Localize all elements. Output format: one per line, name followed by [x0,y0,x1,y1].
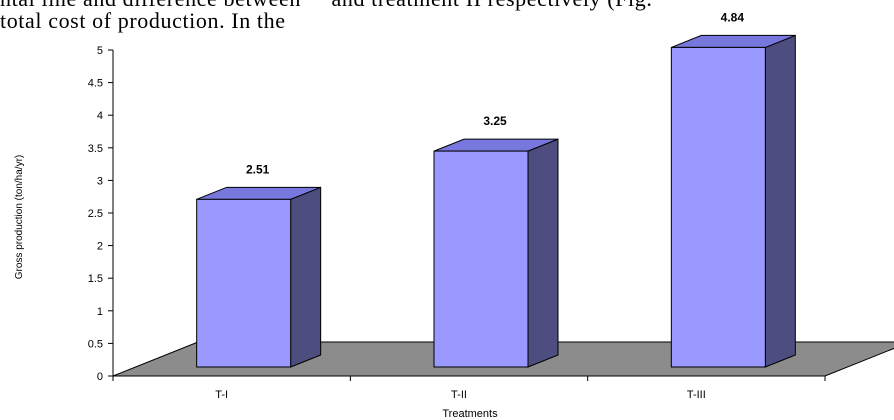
y-tick-label: 2.5 [88,208,103,220]
bar-front-face [196,198,292,368]
document-text-line-2: total cost of production. In the [0,8,286,33]
y-axis-title: Gross production (ton/ha/yr) [14,155,25,280]
y-tick-label: 5 [97,45,103,57]
chart-axis-layer: 0 0.5 1 1.5 2 2.5 3 3.5 4 4.5 5 [88,45,826,383]
bar-front-face [670,46,766,368]
y-tick-label: 0.5 [88,338,103,350]
y-tick-label: 3 [97,175,103,187]
bar-side-face [527,138,559,368]
y-tick-label: 0 [97,371,103,383]
y-tick-label: 4 [97,110,103,122]
y-tick-label: 4.5 [88,78,103,90]
bar-t-iii [670,34,796,368]
document-text-line-1: ntal line and difference between and tre… [0,0,652,10]
bar-front-face [433,150,529,368]
data-label-t-i: 2.51 [246,162,270,176]
data-label-t-ii: 3.25 [483,114,507,128]
document-text: ntal line and difference between and tre… [0,0,894,38]
x-tick-label-t-ii: T-II [451,389,467,401]
bar-side-face [290,186,322,368]
y-tick-label: 3.5 [88,143,103,155]
chart-label-layer: 2.51 T-I 3.25 T-II 4.84 T-III [215,10,744,401]
data-label-t-iii: 4.84 [721,10,745,24]
x-axis-title: Treatments [442,408,498,420]
x-tick-label-t-i: T-I [215,389,228,401]
bar-t-i [196,186,322,368]
bar-t-ii [433,138,559,368]
bar-side-face [764,34,796,368]
chart-bar-layer [196,34,796,368]
y-tick-label: 2 [97,241,103,253]
y-tick-label: 1.5 [88,273,103,285]
y-tick-label: 1 [97,306,103,318]
x-tick-label-t-iii: T-III [687,389,706,401]
